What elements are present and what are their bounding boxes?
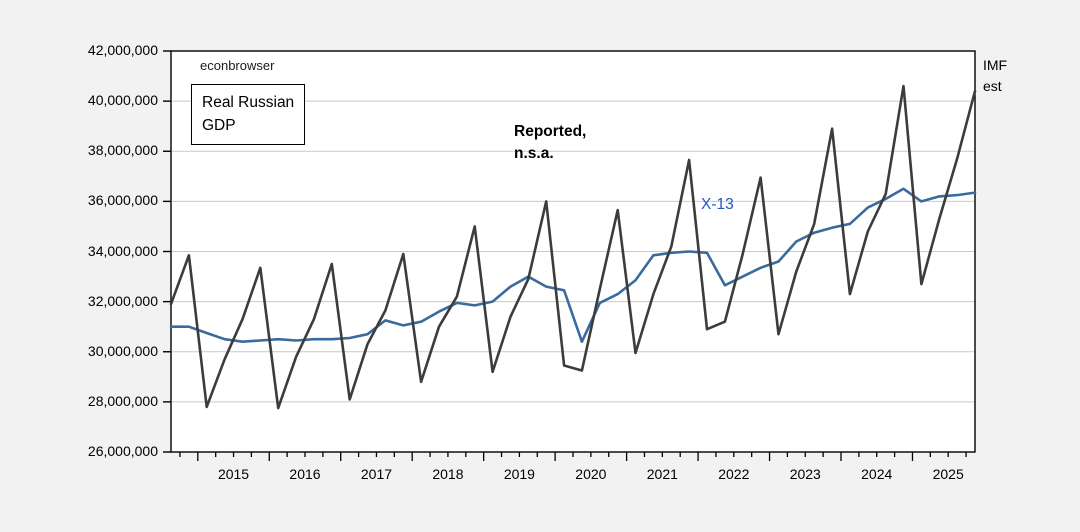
x-tick-label: 2021 [646, 466, 678, 482]
series-line-reported-nsa [169, 84, 977, 410]
x-tick-label: 2019 [503, 466, 535, 482]
y-tick-label: 40,000,000 [87, 92, 158, 109]
x-tick-label: 2018 [432, 466, 464, 482]
x-tick-label: 2015 [217, 466, 250, 482]
y-tick-label: 38,000,000 [87, 142, 158, 159]
y-tick-label: 30,000,000 [87, 342, 158, 359]
y-tick-label: 28,000,000 [87, 392, 158, 409]
y-tick-label: 34,000,000 [87, 242, 158, 259]
y-tick-label: 32,000,000 [87, 292, 158, 309]
annotation-imf-est: IMF est [983, 57, 1008, 94]
y-tick-label: 36,000,000 [87, 192, 158, 209]
x-tick-label: 2020 [575, 466, 607, 482]
x-tick-label: 2024 [861, 466, 893, 482]
x-tick-label: 2017 [360, 466, 393, 482]
x-tick-label: 2025 [932, 466, 964, 482]
y-tick-label: 26,000,000 [87, 443, 158, 459]
series-label-x13: X-13 [701, 196, 734, 213]
watermark-econbrowser: econbrowser [200, 58, 275, 73]
series-label-reported-nsa: Reported, n.s.a. [514, 123, 587, 163]
y-tick-label: 42,000,000 [87, 42, 158, 58]
chart-title-box: Real Russian GDP [191, 84, 306, 145]
x-tick-label: 2023 [789, 466, 821, 482]
x-tick-label: 2016 [289, 466, 321, 482]
x-tick-label: 2022 [718, 466, 750, 482]
